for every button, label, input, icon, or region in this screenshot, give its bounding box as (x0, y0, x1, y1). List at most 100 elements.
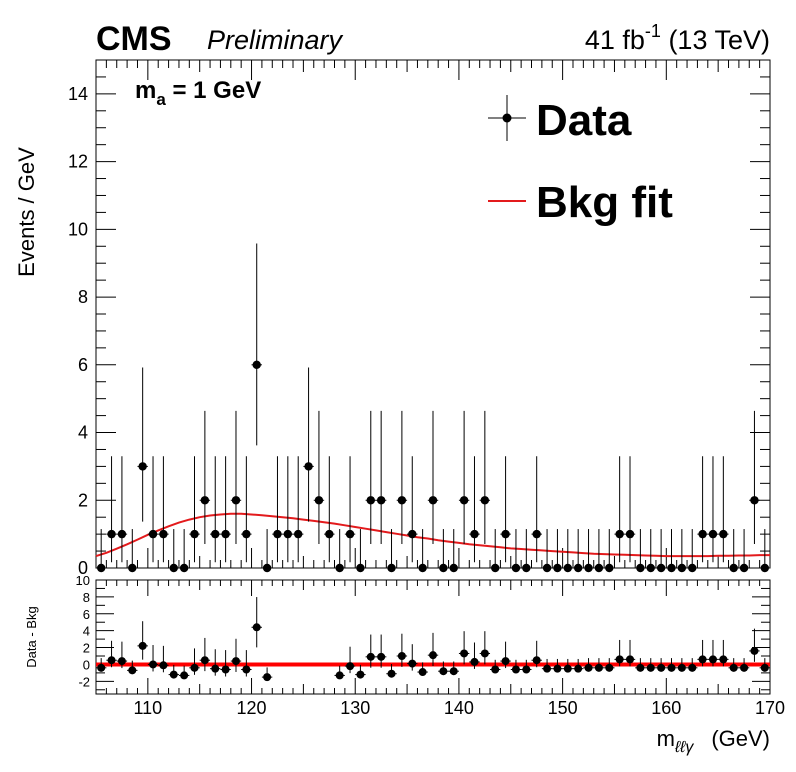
data-point (210, 456, 221, 563)
ratio-point (106, 640, 117, 668)
data-point (604, 529, 615, 573)
ratio-point (220, 650, 231, 677)
legend-data-marker (502, 113, 512, 123)
ratio-marker (667, 663, 676, 672)
x-tick-label: 150 (548, 698, 578, 718)
data-point (417, 529, 428, 573)
y-tick-label: 2 (78, 490, 88, 510)
ratio-y-tick-label: 4 (83, 624, 90, 639)
ratio-point (479, 631, 491, 665)
data-marker (459, 496, 469, 505)
ratio-axis-ticks (95, 579, 771, 694)
data-marker (605, 563, 614, 573)
data-point (572, 529, 584, 573)
data-point (666, 529, 677, 573)
data-point (531, 456, 542, 563)
data-marker (501, 529, 510, 539)
lumi-value: 41 fb (585, 25, 645, 55)
data-point (552, 529, 563, 573)
data-point (324, 456, 335, 563)
ratio-marker (149, 660, 158, 669)
ratio-point (417, 662, 428, 677)
ratio-marker (397, 652, 406, 660)
data-marker (335, 563, 344, 573)
data-point (272, 456, 283, 563)
ratio-marker (626, 655, 635, 664)
ratio-marker (532, 656, 541, 665)
ratio-marker (584, 663, 593, 672)
data-marker (698, 529, 707, 539)
ratio-marker (511, 665, 520, 674)
ratio-point (178, 665, 190, 680)
ratio-point (355, 664, 366, 679)
main-plot-marks (95, 243, 770, 573)
ratio-point (137, 621, 148, 660)
ratio-marker (480, 649, 489, 658)
ratio-point (593, 658, 605, 672)
data-marker (252, 360, 261, 369)
data-marker (211, 529, 220, 539)
data-point (365, 410, 376, 544)
data-marker (221, 529, 230, 539)
data-point (593, 529, 605, 573)
data-marker (242, 529, 251, 539)
data-point (562, 529, 573, 573)
ratio-point (645, 658, 656, 672)
ratio-marker (491, 665, 500, 674)
data-point (500, 456, 511, 563)
data-marker (750, 496, 759, 505)
ratio-y-tick-label: 10 (76, 573, 90, 588)
ratio-point (687, 658, 698, 672)
data-marker (345, 529, 355, 539)
ratio-marker (169, 670, 178, 679)
x-axis-m: m (657, 726, 675, 751)
data-marker (117, 529, 127, 539)
data-point (251, 243, 262, 446)
x-axis-sub: ℓℓγ (674, 739, 694, 756)
ratio-point (624, 639, 636, 667)
data-point (655, 529, 667, 573)
ratio-point (738, 658, 750, 672)
ratio-marker (553, 664, 562, 673)
annotation-value: = 1 GeV (166, 77, 261, 104)
main-y-tick-labels: 0 2 4 6 8 10 12 14 (68, 84, 88, 578)
ratio-point (676, 658, 688, 672)
ratio-point (396, 633, 408, 667)
data-marker (262, 563, 272, 573)
ratio-marker (231, 657, 240, 666)
experiment-label: CMS (96, 20, 172, 58)
ratio-point (168, 664, 179, 679)
data-point (313, 410, 325, 544)
ratio-point (614, 639, 625, 667)
ratio-marker (211, 664, 220, 673)
data-marker (532, 529, 541, 539)
data-marker (387, 563, 396, 573)
ratio-y-tick-label: 2 (83, 641, 90, 656)
data-point (718, 456, 729, 563)
data-marker (667, 563, 676, 573)
data-marker (148, 529, 158, 539)
ratio-marker (719, 655, 728, 664)
ratio-marker (346, 662, 355, 671)
ratio-y-tick-label: 6 (83, 607, 90, 622)
x-tick-label: 110 (133, 698, 162, 718)
ratio-marker (708, 655, 717, 664)
data-marker (563, 563, 572, 573)
data-marker (366, 496, 375, 505)
data-marker (615, 529, 624, 539)
data-marker (96, 563, 106, 573)
ratio-marker (200, 656, 209, 665)
ratio-point (510, 659, 522, 674)
data-marker (128, 563, 137, 573)
data-marker (169, 563, 178, 573)
data-point (458, 410, 470, 544)
y-tick-label: 8 (78, 287, 88, 307)
ratio-y-tick-labels: -2 02 4 6 8 10 (76, 573, 90, 689)
data-marker (719, 529, 728, 539)
data-point (241, 456, 252, 563)
ratio-point (552, 658, 563, 673)
mass-annotation: ma = 1 GeV (135, 77, 261, 109)
data-point (334, 529, 345, 573)
ratio-marker (760, 663, 769, 672)
data-point (707, 456, 719, 563)
